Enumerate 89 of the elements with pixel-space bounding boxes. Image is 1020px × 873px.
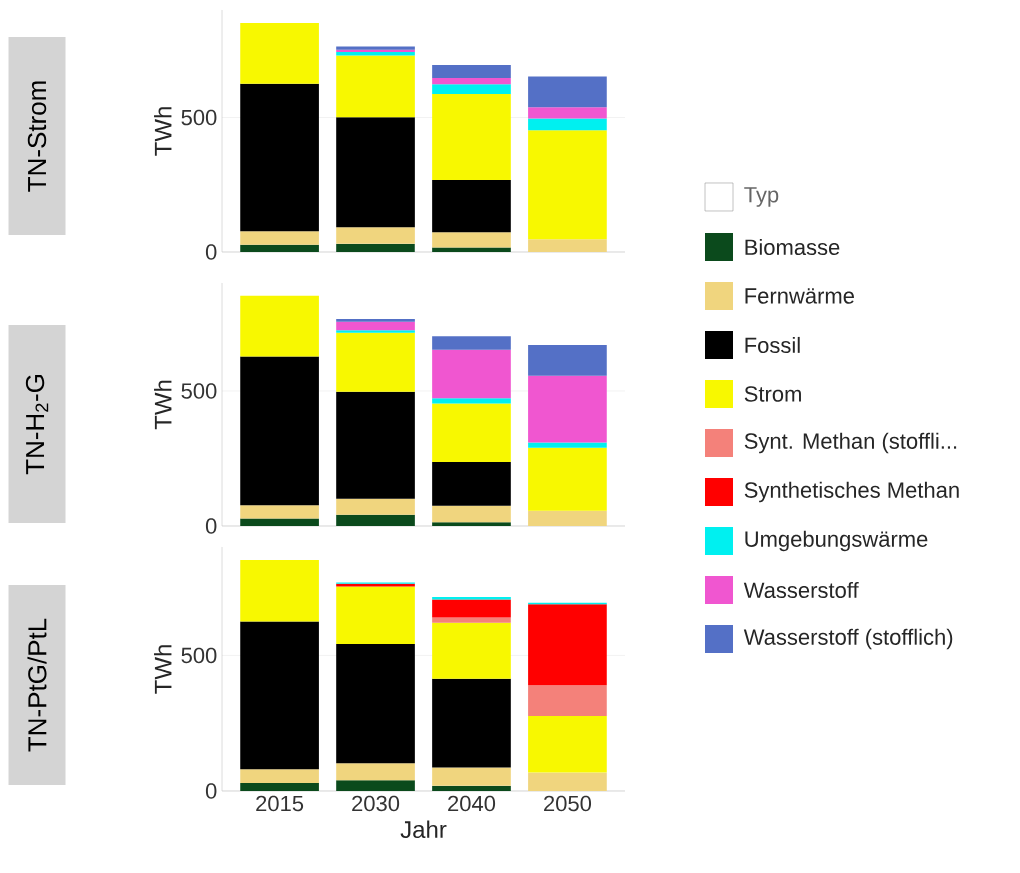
legend-title: Typ [744,187,779,207]
bar [432,84,511,94]
bar [432,232,511,248]
bar [240,295,319,357]
y-tick-label: 0 [205,783,217,799]
bar [432,93,511,180]
bar [336,243,415,252]
bar [528,345,607,376]
bar [528,685,607,716]
bar [528,107,607,119]
bar [336,780,415,791]
legend-label: Wasserstoff (stofflich) [743,628,953,650]
bar [528,772,607,791]
bar [240,769,319,784]
bar [240,621,319,770]
bar [336,391,415,499]
bar [240,505,319,519]
bar [240,518,319,526]
legend-label: Umgebungswärme [745,530,928,552]
legend-label: Strom [744,386,801,402]
x-tick-label: 2015 [256,795,304,812]
bar [336,227,415,244]
bar [336,644,415,764]
text: TN-H$_{2}$-G [25,375,49,475]
y-axis-title: TWh [154,645,172,694]
bar [432,505,511,523]
bar [432,767,511,786]
legend-label: Synt. Methan (stoffli... [744,432,957,454]
bar [528,118,607,131]
bar [432,622,511,679]
bar [432,462,511,506]
bar [240,22,319,84]
bar [528,375,607,443]
y-tick-label: 500 [181,383,217,399]
bar [432,247,511,252]
bar [336,318,415,322]
bar [336,321,415,331]
bar [432,617,511,623]
bar [432,65,511,79]
bar [432,336,511,350]
x-tick-label: 2040 [448,795,496,812]
bar [528,510,607,526]
y-tick-label: 0 [205,244,217,260]
bar [336,332,415,392]
legend-label: Synthetisches Methan [744,481,959,503]
bar [240,83,319,232]
bar [432,403,511,462]
text: TN-Strom [27,81,47,192]
bar [336,514,415,526]
legend-label: Wasserstoff [743,581,859,599]
y-tick-label: 500 [181,109,217,126]
bar [432,678,511,768]
bar [240,783,319,791]
bar [432,179,511,233]
text: TN-PtG/PtL [27,618,47,752]
legend-label: Biomasse [745,238,840,256]
bar [432,522,511,526]
bar [336,55,415,118]
legend-label: Fossil [745,336,800,354]
bar [240,356,319,506]
bar [528,130,607,240]
bar [336,586,415,645]
bar [432,599,511,618]
y-tick-label: 500 [181,647,217,664]
bar [336,117,415,228]
x-tick-label: 2050 [544,795,592,812]
y-axis-title: TWh [154,380,172,430]
bar [240,560,319,622]
x-tick-label: 2030 [352,795,400,812]
bar [528,715,607,773]
bar [432,398,511,404]
bar [336,330,415,333]
bar [336,498,415,515]
x-axis-title: Jahr [400,820,447,839]
bar [432,596,511,600]
bar [336,763,415,781]
bar [240,244,319,252]
y-tick-label: 0 [205,518,217,534]
bar [432,78,511,85]
y-axis-title: TWh [154,107,172,156]
bar [432,785,511,791]
bar [432,349,511,399]
bar [528,447,607,511]
bar [528,239,607,252]
bar [240,231,319,245]
bar [528,76,607,108]
bar [528,442,607,448]
legend-label: Fernwärme [745,288,854,304]
bar [528,604,607,686]
